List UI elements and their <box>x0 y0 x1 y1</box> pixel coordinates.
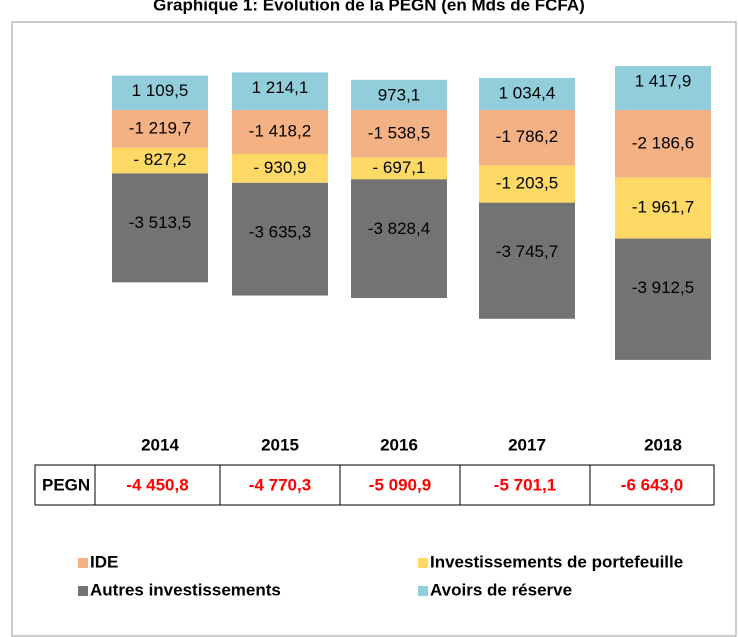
x-tick-label: 2014 <box>141 435 179 454</box>
chart-frame <box>11 21 737 637</box>
bar-segment <box>112 173 208 283</box>
legend-swatch <box>418 586 428 596</box>
table-frame <box>34 464 715 506</box>
bar-segment <box>351 179 447 298</box>
value-label: -1 538,5 <box>368 123 430 142</box>
legend-label: IDE <box>90 552 118 571</box>
bar-segment <box>232 182 328 296</box>
value-label: -3 635,3 <box>249 222 311 241</box>
bar-segment <box>351 157 447 180</box>
legend-label: Autres investissements <box>90 580 281 599</box>
value-label: 1 214,1 <box>252 78 309 97</box>
bar-segment <box>112 75 208 110</box>
bar-segment <box>615 177 711 239</box>
table-cell: -4 450,8 <box>126 475 188 494</box>
chart-title: Graphique 1: Evolution de la PEGN (en Md… <box>153 0 585 14</box>
table-cell: -5 701,1 <box>494 475 556 494</box>
value-label: -1 961,7 <box>632 198 694 217</box>
x-tick-label: 2017 <box>508 435 546 454</box>
bar-segment <box>232 110 328 154</box>
bar-segment <box>112 110 208 148</box>
x-tick-label: 2018 <box>644 435 682 454</box>
value-label: 1 417,9 <box>635 72 692 91</box>
value-label: 973,1 <box>378 85 421 104</box>
x-tick-label: 2016 <box>380 435 418 454</box>
bar-segment <box>479 77 575 110</box>
value-label: -3 745,7 <box>496 242 558 261</box>
table-cell: -6 643,0 <box>621 475 683 494</box>
bar-segment <box>479 202 575 319</box>
value-label: -3 912,5 <box>632 278 694 297</box>
value-label: -1 786,2 <box>496 127 558 146</box>
legend-swatch <box>418 558 428 568</box>
value-label: -1 219,7 <box>129 118 191 137</box>
bar-segment <box>615 110 711 178</box>
bar-segment <box>479 165 575 203</box>
value-label: - 697,1 <box>373 158 426 177</box>
value-label: -1 418,2 <box>249 121 311 140</box>
value-label: 1 034,4 <box>499 83 556 102</box>
table-row-label: PEGN <box>42 475 90 494</box>
table-cell: -4 770,3 <box>249 475 311 494</box>
bar-segment <box>112 147 208 174</box>
value-label: -2 186,6 <box>632 133 694 152</box>
value-label: - 827,2 <box>134 150 187 169</box>
legend-label: Avoirs de réserve <box>430 580 572 599</box>
legend-label: Investissements de portefeuille <box>430 552 683 571</box>
bar-segment <box>351 79 447 110</box>
value-label: -1 203,5 <box>496 174 558 193</box>
value-label: -3 513,5 <box>129 213 191 232</box>
bar-segment <box>232 72 328 110</box>
value-label: -3 828,4 <box>368 219 430 238</box>
value-label: - 930,9 <box>254 158 307 177</box>
legend-swatch <box>78 586 88 596</box>
bar-segment <box>351 110 447 158</box>
bar-segment <box>232 153 328 183</box>
bar-segment <box>479 110 575 166</box>
table-cell: -5 090,9 <box>369 475 431 494</box>
legend-swatch <box>78 558 88 568</box>
bar-segment <box>615 238 711 360</box>
bar-segment <box>615 66 711 110</box>
x-tick-label: 2015 <box>261 435 299 454</box>
value-label: 1 109,5 <box>132 81 189 100</box>
